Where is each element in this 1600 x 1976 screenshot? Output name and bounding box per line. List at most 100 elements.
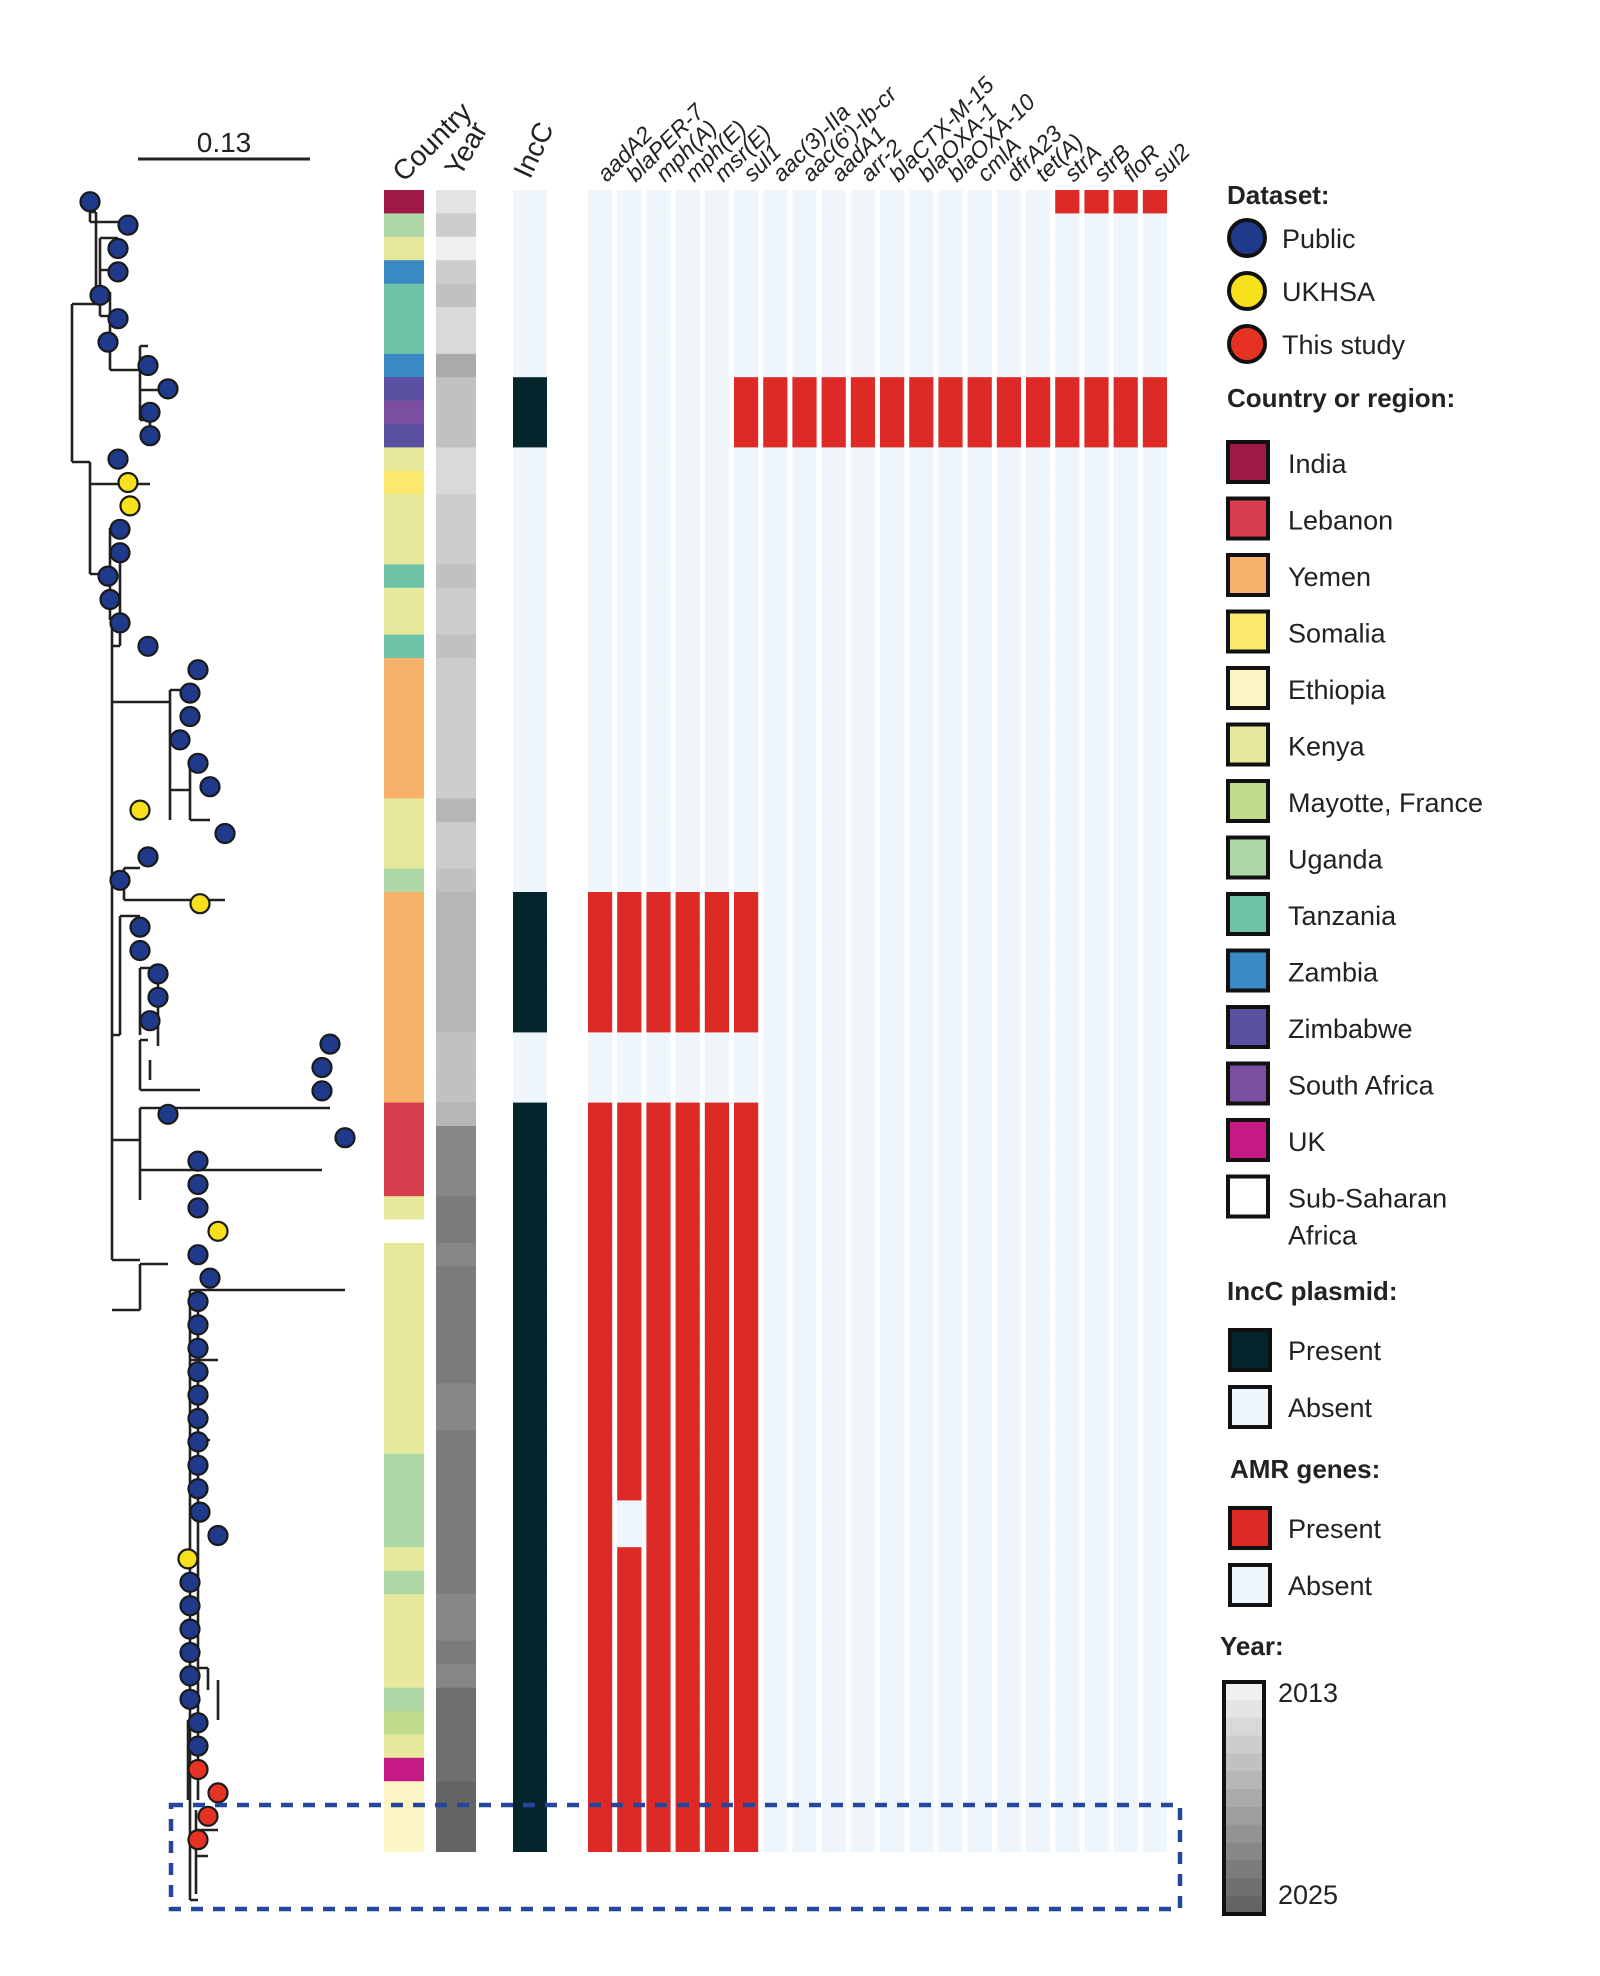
amr-cell — [763, 190, 788, 214]
year-cell — [436, 190, 476, 214]
amr-cell — [763, 985, 788, 1010]
amr-cell — [1084, 1126, 1109, 1150]
amr-cell — [1084, 1687, 1109, 1712]
amr-cell — [646, 1453, 671, 1478]
amr-cell — [938, 1219, 963, 1244]
amr-cell — [646, 330, 671, 355]
incc-cell — [513, 1594, 547, 1618]
tip-node — [179, 1571, 201, 1593]
amr-cell — [880, 447, 905, 472]
amr-cell — [1113, 962, 1138, 987]
legend-dataset-swatch — [1227, 218, 1267, 258]
amr-cell — [617, 658, 642, 682]
amr-cell — [880, 1828, 905, 1852]
amr-cell — [617, 1757, 642, 1782]
year-cell — [436, 1219, 476, 1244]
incc-cell — [513, 1547, 547, 1572]
amr-cell — [1026, 1547, 1051, 1572]
amr-cell — [996, 1336, 1021, 1361]
amr-cell — [909, 892, 934, 916]
amr-cell — [704, 1804, 729, 1829]
amr-cell — [646, 260, 671, 285]
amr-cell — [792, 307, 817, 331]
amr-cell — [704, 1313, 729, 1338]
amr-cell — [996, 1711, 1021, 1735]
amr-cell — [967, 424, 992, 448]
tip-node — [97, 565, 119, 587]
incc-cell — [513, 892, 547, 916]
legend-country-label: Uganda — [1288, 845, 1384, 875]
amr-cell — [1113, 1009, 1138, 1033]
amr-cell — [617, 1687, 642, 1712]
amr-cell — [850, 424, 875, 448]
amr-cell — [675, 892, 700, 916]
year-cell — [436, 1781, 476, 1806]
amr-cell — [617, 681, 642, 706]
amr-cell — [646, 1430, 671, 1455]
country-cell — [384, 1406, 424, 1431]
amr-cell — [617, 1266, 642, 1291]
amr-cell — [617, 1079, 642, 1104]
legend-year-step — [1224, 1753, 1264, 1772]
amr-cell — [734, 1196, 759, 1221]
country-cell — [384, 1687, 424, 1712]
amr-cell — [1055, 985, 1080, 1010]
amr-cell — [880, 424, 905, 448]
amr-cell — [1113, 1149, 1138, 1174]
amr-cell — [617, 1336, 642, 1361]
amr-cell — [1026, 1383, 1051, 1408]
amr-cell — [734, 1360, 759, 1384]
amr-cell — [850, 1149, 875, 1174]
amr-cell — [763, 1430, 788, 1455]
amr-cell — [850, 1828, 875, 1852]
amr-cell — [967, 704, 992, 729]
amr-cell — [880, 938, 905, 963]
amr-cell — [821, 1383, 846, 1408]
amr-cell — [1026, 190, 1051, 214]
amr-cell — [880, 541, 905, 565]
scale-bar: 0.13 — [138, 127, 310, 161]
amr-cell — [617, 494, 642, 519]
amr-cell — [909, 821, 934, 846]
amr-cell — [675, 213, 700, 238]
amr-cell — [850, 1617, 875, 1642]
amr-cell — [938, 1804, 963, 1829]
incc-cell — [513, 1383, 547, 1408]
country-cell — [384, 1149, 424, 1174]
amr-cell — [734, 1640, 759, 1665]
amr-cell — [617, 1289, 642, 1314]
amr-cell — [1026, 1219, 1051, 1244]
amr-cell — [1026, 845, 1051, 870]
amr-cell — [821, 1406, 846, 1431]
amr-cell — [938, 1243, 963, 1267]
amr-cell — [996, 915, 1021, 940]
amr-cell — [850, 1336, 875, 1361]
amr-cell — [1026, 447, 1051, 472]
year-cell — [436, 1734, 476, 1759]
amr-cell — [938, 1617, 963, 1642]
amr-cell — [1142, 447, 1167, 472]
year-cell — [436, 1477, 476, 1501]
amr-cell — [1142, 1734, 1167, 1759]
amr-cell — [1026, 1172, 1051, 1197]
amr-cell — [704, 213, 729, 238]
amr-cell — [1026, 1781, 1051, 1806]
tip-node — [311, 1080, 333, 1102]
amr-cell — [938, 1757, 963, 1782]
amr-cell — [734, 494, 759, 519]
amr-cell — [646, 1079, 671, 1104]
amr-cell — [880, 260, 905, 285]
amr-cell — [763, 681, 788, 706]
incc-cell — [513, 1102, 547, 1127]
amr-cell — [704, 868, 729, 893]
amr-cell — [850, 213, 875, 238]
incc-cell — [513, 1500, 547, 1525]
amr-cell — [704, 962, 729, 987]
year-cell — [436, 704, 476, 729]
amr-cell — [850, 1640, 875, 1665]
amr-cell — [1026, 1453, 1051, 1478]
amr-cell — [792, 611, 817, 636]
year-cell — [436, 634, 476, 659]
amr-cell — [734, 424, 759, 448]
amr-cell — [850, 611, 875, 636]
